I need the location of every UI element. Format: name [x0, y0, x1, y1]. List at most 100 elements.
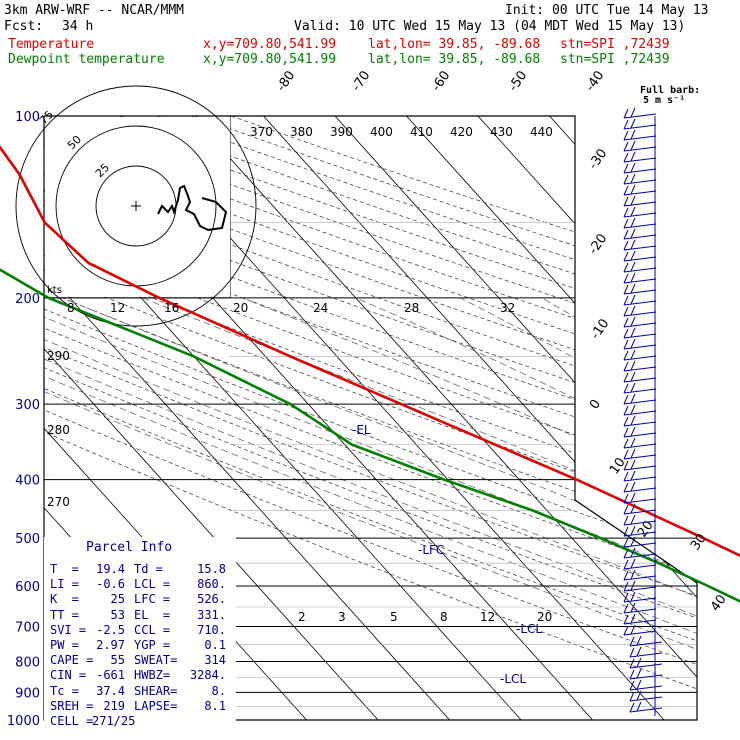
wind-barb-flag — [630, 151, 636, 162]
wind-barb-staff — [623, 399, 657, 405]
wind-barb-flag — [630, 492, 636, 503]
isotherm-label: -80 — [274, 68, 298, 94]
parcel-key: CIN = — [50, 668, 87, 683]
wind-barb-staff — [623, 311, 657, 317]
parcel-row: LI = -0.6 LCL = 860. — [50, 577, 236, 592]
parcel-row: CELL = 271/25 — [50, 714, 236, 729]
dry-adiabat — [44, 116, 697, 720]
parcel-row: SVI = -2.5 CCL = 710. — [50, 623, 236, 638]
parcel-key: EL = — [134, 607, 171, 622]
isotherm-label: -10 — [588, 316, 612, 342]
wind-barb-flag — [636, 690, 642, 701]
theta-label: 410 — [410, 125, 433, 139]
wind-barb-flag — [630, 316, 636, 327]
parcel-key: TT = — [50, 607, 79, 622]
parcel-key: SVI = — [50, 622, 87, 637]
isotherm-label: -20 — [586, 231, 610, 257]
wind-barb-staff — [623, 575, 657, 581]
mixing-ratio-label: 5 — [390, 610, 398, 624]
wind-barb-staff — [623, 267, 657, 273]
dry-adiabat — [44, 116, 697, 720]
mixing-ratio-label: 8 — [440, 610, 448, 624]
wind-barb-flag — [630, 591, 636, 602]
theta-label: 430 — [490, 125, 513, 139]
hodograph-background — [45, 117, 230, 297]
wind-barb-flag — [636, 657, 642, 668]
wind-barb-staff — [623, 509, 657, 515]
temperature-profile-line — [0, 145, 740, 557]
wind-barb-flag — [623, 460, 629, 471]
dew-legend-xy: x,y=709.80,541.99 — [203, 52, 337, 67]
parcel-key: HWBZ= — [134, 668, 171, 683]
wind-barb-flag — [623, 526, 629, 537]
wind-barb-flag — [630, 140, 636, 151]
wind-barb-flag — [623, 306, 629, 317]
theta-left-label: 270 — [47, 495, 70, 509]
temp-legend-xy: x,y=709.80,541.99 — [203, 37, 337, 52]
wind-barb-staff — [623, 201, 657, 207]
wind-barb-flag — [630, 272, 636, 283]
wind-barb-flag — [623, 207, 629, 218]
dew-legend-stn: stn=SPI ,72439 — [560, 52, 670, 67]
parcel-key: SREH = — [50, 698, 94, 713]
wind-barb-flag — [623, 449, 629, 460]
wind-barb-flag — [630, 184, 636, 195]
wind-barb-flag — [623, 163, 629, 174]
wind-barb-flag — [623, 273, 629, 284]
parcel-value: 0.1 — [204, 637, 226, 652]
wind-barb-staff — [623, 564, 657, 570]
parcel-info-box — [44, 537, 236, 727]
wind-barb-staff — [623, 245, 657, 251]
level-label: -EL — [352, 423, 371, 437]
wind-barb-flag — [630, 228, 636, 239]
wind-barb-staff — [623, 212, 657, 218]
isotherm-label: -30 — [586, 146, 610, 172]
wind-barb-flag — [630, 217, 636, 228]
wind-barb-staff — [623, 531, 657, 537]
wind-barb-staff — [629, 696, 663, 702]
wind-barb-flag — [630, 393, 636, 404]
wind-barb-staff — [623, 344, 657, 350]
wind-barb-flag — [623, 152, 629, 163]
hodograph-units-label: kts — [47, 285, 62, 296]
wind-barb-staff — [629, 641, 663, 647]
wind-barb-flag — [623, 581, 629, 592]
isotherm-line — [191, 116, 697, 720]
wind-barb-flag — [623, 614, 629, 625]
wind-barb-flag — [623, 427, 629, 438]
wind-barb-flag — [623, 559, 629, 570]
moist-adiabat — [241, 297, 697, 720]
wind-barb-flag — [629, 680, 635, 691]
wind-barb-flag — [630, 624, 636, 635]
wind-barb-flag — [629, 669, 635, 680]
wind-barb-flag — [623, 240, 629, 251]
wind-barb-flag — [630, 536, 636, 547]
barb-legend-line2: 5 m s⁻¹ — [643, 95, 686, 106]
parcel-value: 2.97 — [96, 637, 125, 652]
wind-barb-staff — [623, 278, 657, 284]
wind-barb-flag — [623, 592, 629, 603]
wind-barb-flag — [630, 327, 636, 338]
level-label: -LCL — [500, 672, 526, 686]
wind-barb-staff — [629, 685, 663, 691]
upper-mixing-label: 24 — [313, 301, 328, 315]
theta-label: 400 — [370, 125, 393, 139]
wind-barb-staff — [623, 498, 657, 504]
parcel-key: PW = — [50, 637, 79, 652]
wind-barb-flag — [630, 569, 636, 580]
wind-barb-flag — [630, 514, 636, 525]
wind-barb-staff — [623, 146, 657, 152]
wind-barb-flag — [630, 360, 636, 371]
wind-barb-staff — [623, 454, 657, 460]
wind-barb-flag — [623, 229, 629, 240]
wind-barb-staff — [623, 465, 657, 471]
wind-barb-flag — [623, 185, 629, 196]
dry-adiabat — [193, 116, 697, 720]
pressure-tick-label: 800 — [15, 655, 40, 670]
isotherm-label: -70 — [349, 68, 373, 94]
wind-barb-staff — [623, 190, 657, 196]
parcel-key: LFC = — [134, 592, 171, 607]
wind-barb-flag — [623, 416, 629, 427]
parcel-value: 526. — [197, 592, 226, 607]
wind-barb-flag — [630, 437, 636, 448]
